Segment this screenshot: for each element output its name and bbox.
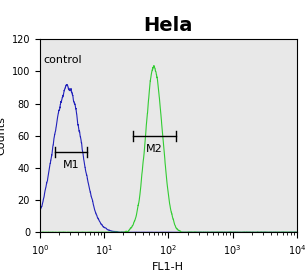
Text: M2: M2 (146, 144, 162, 154)
X-axis label: FL1-H: FL1-H (152, 262, 184, 272)
Title: Hela: Hela (144, 16, 193, 35)
Text: M1: M1 (63, 160, 79, 170)
Y-axis label: Counts: Counts (0, 116, 6, 155)
Text: control: control (44, 55, 82, 65)
